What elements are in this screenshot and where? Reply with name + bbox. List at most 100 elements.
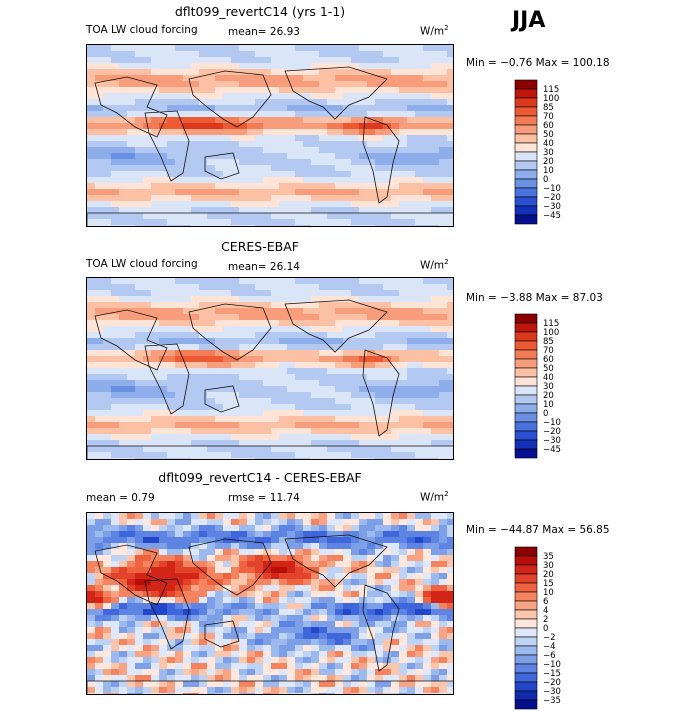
colorbar-tick-label: −45 [543, 445, 561, 455]
colorbar-swatch [514, 609, 538, 620]
panel-1-units: W/m2 [420, 24, 449, 38]
colorbar-tick-label: 2 [543, 615, 548, 625]
colorbar-swatch [514, 376, 538, 387]
colorbar-tick-label: −20 [543, 678, 561, 688]
colorbar-tick-label: −30 [543, 202, 561, 212]
colorbar-tick-label: 115 [543, 319, 559, 329]
colorbar-swatch [514, 690, 538, 701]
colorbar-swatch [514, 421, 538, 432]
colorbar-swatch [514, 142, 538, 153]
panel-2-map [86, 277, 454, 460]
colorbar-swatch [514, 439, 538, 450]
colorbar-swatch [514, 322, 538, 333]
colorbar-swatch [514, 573, 538, 584]
colorbar-tick-label: 70 [543, 346, 554, 356]
colorbar-tick-label: 6 [543, 597, 548, 607]
colorbar-swatch [514, 403, 538, 414]
colorbar-tick-label: 0 [543, 409, 548, 419]
panel-3-minmax: Min = −44.87 Max = 56.85 [466, 524, 610, 536]
colorbar-tick-label: 85 [543, 103, 554, 113]
colorbar-tick-label: 100 [543, 94, 559, 104]
colorbar-swatch [514, 106, 538, 117]
coastline [362, 116, 400, 204]
colorbar-tick-label: −4 [543, 642, 556, 652]
colorbar-swatch [514, 448, 538, 459]
colorbar-tick-label: −15 [543, 669, 561, 679]
colorbar-tick-label: −6 [543, 651, 556, 661]
colorbar-swatch [514, 160, 538, 171]
panel-1-title: dflt099_revertC14 (yrs 1-1) [174, 4, 346, 19]
panel-2-minmax: Min = −3.88 Max = 87.03 [466, 292, 603, 304]
colorbar-swatch [514, 349, 538, 360]
colorbar-swatch [514, 412, 538, 423]
coastline [144, 343, 190, 415]
coastline [94, 76, 168, 138]
panel-3-rmse: rmse = 11.74 [228, 492, 300, 504]
colorbar-swatch [514, 331, 538, 342]
colorbar-swatch [514, 133, 538, 144]
colorbar-tick-label: −20 [543, 427, 561, 437]
panel-2-variable: TOA LW cloud forcing [86, 258, 198, 270]
colorbar-swatch [514, 385, 538, 396]
colorbar-swatch [514, 394, 538, 405]
coastline [94, 309, 168, 371]
colorbar-swatch [514, 178, 538, 189]
colorbar-swatch [514, 636, 538, 647]
colorbar-swatch [514, 672, 538, 683]
coastline [87, 445, 453, 459]
colorbar-tick-label: 40 [543, 139, 554, 149]
panel-2-mean: mean= 26.14 [228, 261, 300, 273]
colorbar-tick-label: 4 [543, 606, 548, 616]
colorbar-tick-label: 50 [543, 364, 554, 374]
season-label: JJA [512, 8, 546, 33]
panel-2-colorbar: 115 100 85 70 60 50 40 30 20 10 0 −10 −20 −30 −45 [514, 313, 585, 460]
coastline [204, 385, 240, 413]
panel-1-map [86, 44, 454, 227]
colorbar-swatch [514, 681, 538, 692]
colorbar-swatch [514, 115, 538, 126]
colorbar-tick-label: 100 [543, 328, 559, 338]
colorbar-tick-label: 60 [543, 355, 554, 365]
colorbar-tick-label: 15 [543, 579, 554, 589]
colorbar-tick-label: 60 [543, 121, 554, 131]
colorbar-tick-label: −20 [543, 193, 561, 203]
colorbar-tick-label: −30 [543, 436, 561, 446]
colorbar-tick-label: 40 [543, 373, 554, 383]
panel-2-units: W/m2 [420, 258, 449, 272]
colorbar-swatch [514, 582, 538, 593]
colorbar-swatch [514, 367, 538, 378]
coastline [284, 66, 388, 120]
colorbar-tick-label: 0 [543, 175, 548, 185]
coastline [362, 584, 400, 672]
colorbar-swatch [514, 600, 538, 611]
colorbar-swatch [514, 546, 538, 557]
colorbar-tick-label: −10 [543, 184, 561, 194]
colorbar-tick-label: −35 [543, 696, 561, 706]
coastline [362, 349, 400, 437]
colorbar-swatch [514, 358, 538, 369]
panel-1-mean: mean= 26.93 [228, 26, 300, 38]
panel-1-variable: TOA LW cloud forcing [86, 24, 198, 36]
panel-1-colorbar: 115 100 85 70 60 50 40 30 20 10 0 −10 −20 −30 −45 [514, 79, 585, 226]
colorbar-swatch [514, 169, 538, 180]
coastline [284, 534, 388, 588]
coastline [87, 680, 453, 694]
colorbar-tick-label: −10 [543, 418, 561, 428]
coastline [204, 152, 240, 180]
colorbar-swatch [514, 313, 538, 324]
colorbar-swatch [514, 214, 538, 225]
colorbar-swatch [514, 124, 538, 135]
colorbar-tick-label: −30 [543, 687, 561, 697]
coastline [188, 303, 272, 361]
colorbar-tick-label: 10 [543, 166, 554, 176]
colorbar-swatch [514, 555, 538, 566]
colorbar-tick-label: 50 [543, 130, 554, 140]
colorbar-tick-label: 20 [543, 157, 554, 167]
colorbar-swatch [514, 699, 538, 710]
coastline [94, 544, 168, 606]
coastline [87, 212, 453, 226]
panel-3-colorbar: 35 30 20 15 10 6 4 2 0 −2 −4 −6 −10 −15 −20 −30 −35 [514, 546, 585, 711]
colorbar-swatch [514, 151, 538, 162]
coastline [144, 110, 190, 182]
colorbar-tick-label: 20 [543, 570, 554, 580]
